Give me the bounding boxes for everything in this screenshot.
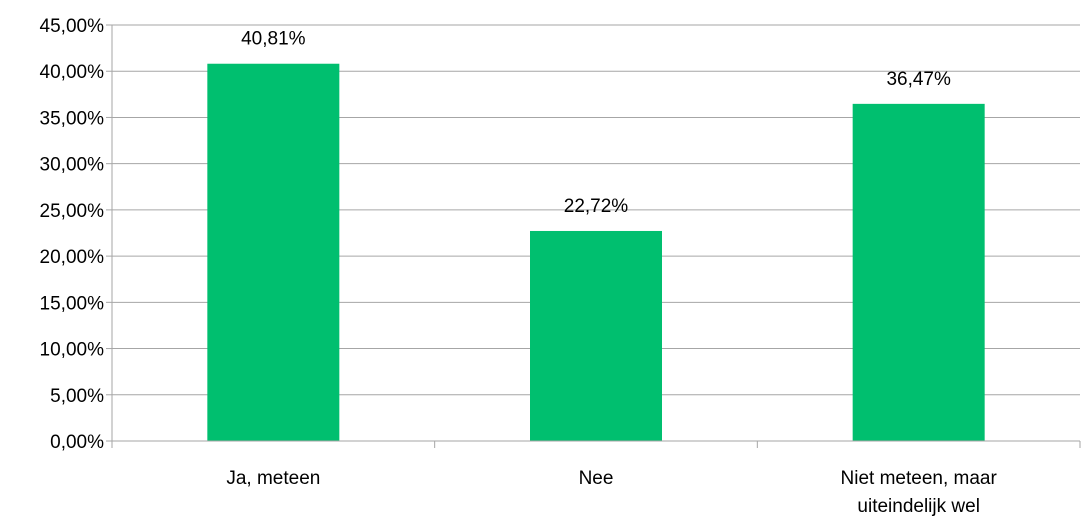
y-tick-label: 20,00% (40, 247, 105, 268)
bar (530, 230, 662, 441)
y-tick-label: 40,00% (40, 62, 105, 83)
x-category-label: Nee (579, 468, 614, 489)
y-tick-label: 5,00% (50, 386, 104, 407)
y-tick-label: 0,00% (50, 432, 104, 453)
bars (207, 63, 985, 442)
y-tick-label: 10,00% (40, 340, 105, 361)
data-label: 40,81% (241, 29, 306, 50)
data-label: 36,47% (886, 69, 951, 90)
x-category-label: Niet meteen, maar (841, 468, 998, 489)
x-category-label: uiteindelijk wel (857, 496, 980, 517)
x-axis-tick-labels: Ja, meteen Nee Niet meteen, maar uiteindeli… (226, 468, 997, 517)
axes (106, 24, 1081, 448)
data-label: 22,72% (564, 196, 629, 217)
data-labels: 40,81% 22,72% 36,47% (241, 29, 951, 217)
y-tick-label: 25,00% (40, 201, 105, 222)
bar (852, 103, 985, 442)
x-category-label: Ja, meteen (226, 468, 320, 489)
bar (207, 63, 340, 441)
y-tick-label: 30,00% (40, 155, 105, 176)
y-tick-label: 15,00% (40, 293, 105, 314)
y-axis-tick-labels: 0,00% 5,00% 10,00% 15,00% 20,00% 25,00% 30,00%… (40, 16, 105, 453)
y-tick-label: 35,00% (40, 108, 105, 129)
y-tick-label: 45,00% (40, 16, 105, 37)
